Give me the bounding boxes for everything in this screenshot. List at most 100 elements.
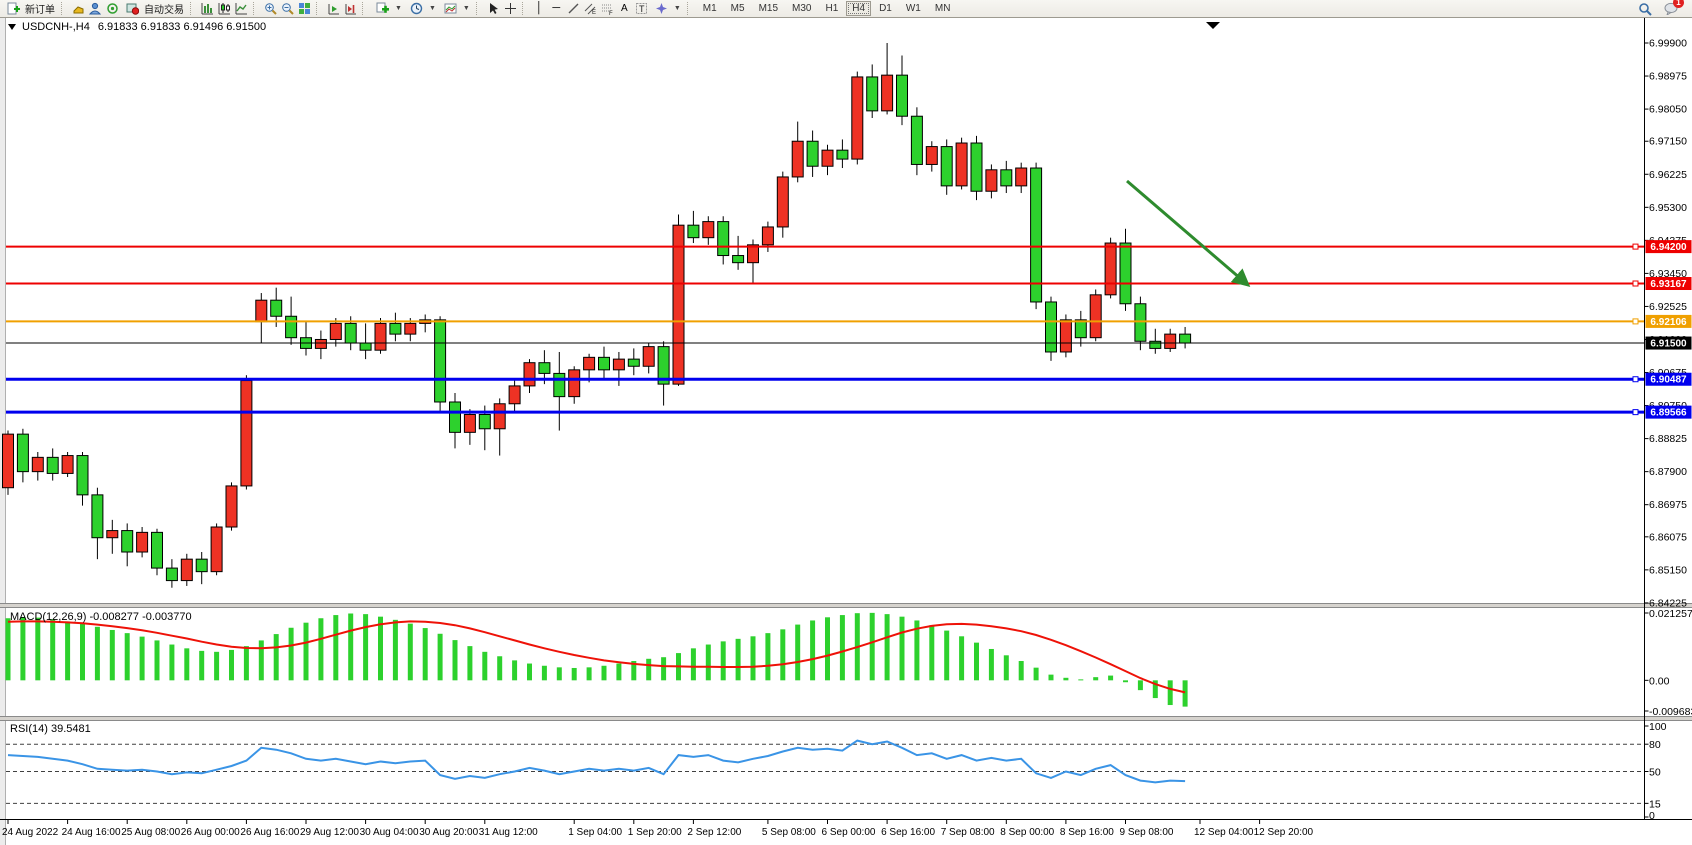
zoom-out-icon[interactable] bbox=[280, 1, 295, 16]
svg-text:5 Sep 08:00: 5 Sep 08:00 bbox=[762, 827, 816, 838]
periods-clock-icon bbox=[409, 1, 424, 16]
chart-symbol-title: USDCNH-,H4 bbox=[22, 21, 90, 33]
svg-text:6.90487: 6.90487 bbox=[1650, 375, 1687, 386]
timeframe-m5[interactable]: M5 bbox=[730, 3, 745, 14]
svg-text:30 Aug 04:00: 30 Aug 04:00 bbox=[360, 827, 419, 838]
tile-windows-icon[interactable] bbox=[297, 1, 312, 16]
navigator-icon[interactable] bbox=[105, 1, 120, 16]
periods-button[interactable]: ▼ bbox=[405, 1, 439, 17]
chart-canvas[interactable]: 6.99900 6.98975 6.98050 6.97150 6.96225 6.953… bbox=[0, 18, 1692, 845]
arrows-icon bbox=[654, 1, 669, 16]
search-icon[interactable] bbox=[1637, 1, 1652, 16]
svg-text:6 Sep 16:00: 6 Sep 16:00 bbox=[881, 827, 935, 838]
bar-chart-icon[interactable] bbox=[200, 1, 215, 16]
svg-text:29 Aug 12:00: 29 Aug 12:00 bbox=[300, 827, 359, 838]
crosshair-icon[interactable] bbox=[503, 1, 518, 16]
svg-text:6.85150: 6.85150 bbox=[1649, 564, 1687, 576]
timeframe-h1[interactable]: H1 bbox=[825, 3, 839, 14]
svg-text:26 Aug 00:00: 26 Aug 00:00 bbox=[181, 827, 240, 838]
step-forward-icon[interactable] bbox=[343, 1, 358, 16]
svg-text:1 Sep 20:00: 1 Sep 20:00 bbox=[628, 827, 682, 838]
svg-text:T: T bbox=[639, 4, 645, 14]
chart-window[interactable]: USDCNH-,H4 6.91833 6.91833 6.91496 6.915… bbox=[0, 18, 1692, 845]
separator bbox=[316, 2, 321, 15]
svg-text:25 Aug 08:00: 25 Aug 08:00 bbox=[121, 827, 180, 838]
svg-text:9 Sep 08:00: 9 Sep 08:00 bbox=[1120, 827, 1174, 838]
market-watch-icon[interactable] bbox=[88, 1, 103, 16]
svg-text:50: 50 bbox=[1649, 767, 1661, 779]
svg-text:6.96225: 6.96225 bbox=[1649, 169, 1687, 181]
horizontal-line[interactable] bbox=[6, 243, 1645, 250]
horizontal-line[interactable] bbox=[6, 409, 1645, 416]
autotrading-button[interactable]: 自动交易 bbox=[121, 1, 187, 17]
notifications-icon[interactable]: 1 bbox=[1663, 0, 1684, 16]
notification-count-badge: 1 bbox=[1673, 0, 1684, 8]
chart-shift-marker bbox=[1206, 22, 1220, 29]
separator bbox=[61, 2, 66, 15]
svg-text:0: 0 bbox=[1649, 810, 1655, 822]
separator bbox=[362, 2, 367, 15]
autotrading-icon bbox=[125, 1, 140, 16]
chart-ohlc-readout: 6.91833 6.91833 6.91496 6.91500 bbox=[97, 21, 267, 33]
zoom-in-icon[interactable] bbox=[263, 1, 278, 16]
arrows-button[interactable]: ▼ bbox=[650, 1, 684, 17]
timeframe-m30[interactable]: M30 bbox=[792, 3, 812, 14]
new-order-button[interactable]: 新订单 bbox=[2, 1, 58, 17]
chevron-down-icon: ▼ bbox=[395, 5, 402, 12]
price-label-badge: 6.90487 bbox=[1645, 372, 1692, 386]
new-order-icon bbox=[6, 1, 21, 16]
svg-text:6.95300: 6.95300 bbox=[1649, 202, 1687, 214]
timeframe-m1[interactable]: M1 bbox=[702, 3, 717, 14]
equidistant-channel-icon[interactable]: E bbox=[583, 1, 598, 16]
chart-titlebar: USDCNH-,H4 6.91833 6.91833 6.91496 6.915… bbox=[0, 18, 1692, 36]
text-icon[interactable]: A bbox=[620, 2, 628, 14]
horizontal-line[interactable] bbox=[6, 318, 1645, 325]
strategy-tester-icon[interactable] bbox=[326, 1, 341, 16]
separator bbox=[190, 2, 195, 15]
templates-button[interactable]: ▼ bbox=[439, 1, 473, 17]
time-axis: 24 Aug 2022 24 Aug 16:00 25 Aug 08:00 26 Au… bbox=[2, 820, 1314, 838]
svg-text:6.91500: 6.91500 bbox=[1650, 339, 1687, 350]
horizontal-line[interactable] bbox=[6, 280, 1645, 287]
new-chart-button[interactable]: ▼ bbox=[371, 1, 405, 17]
one-click-trading-toggle[interactable] bbox=[8, 24, 16, 30]
trendline-icon[interactable] bbox=[566, 1, 581, 16]
chevron-down-icon: ▼ bbox=[428, 5, 436, 12]
line-chart-icon[interactable] bbox=[234, 1, 249, 16]
candlestick-chart-icon[interactable] bbox=[217, 1, 232, 16]
svg-text:6.89566: 6.89566 bbox=[1650, 408, 1687, 419]
cursor-icon[interactable] bbox=[486, 1, 501, 16]
timeframe-w1[interactable]: W1 bbox=[905, 3, 921, 14]
timeframe-h4[interactable]: H4 bbox=[846, 1, 872, 16]
svg-text:6.87900: 6.87900 bbox=[1649, 466, 1687, 478]
vertical-line-icon[interactable]: │ bbox=[535, 2, 543, 14]
horizontal-line[interactable] bbox=[6, 376, 1645, 383]
separator bbox=[475, 2, 481, 15]
svg-text:6.93450: 6.93450 bbox=[1649, 268, 1687, 280]
text-label-icon[interactable]: T bbox=[634, 1, 649, 16]
svg-text:100: 100 bbox=[1649, 721, 1667, 733]
charts-icon[interactable] bbox=[71, 1, 86, 16]
svg-text:26 Aug 16:00: 26 Aug 16:00 bbox=[240, 827, 299, 838]
svg-text:6.98050: 6.98050 bbox=[1649, 104, 1687, 116]
svg-text:80: 80 bbox=[1649, 739, 1661, 751]
horizontal-line-icon[interactable]: ─ bbox=[552, 2, 561, 14]
svg-text:6.93167: 6.93167 bbox=[1650, 279, 1687, 290]
timeframe-mn[interactable]: MN bbox=[934, 3, 951, 14]
timeframe-d1[interactable]: D1 bbox=[879, 3, 892, 14]
price-label-badge: 6.94200 bbox=[1645, 240, 1692, 254]
svg-text:24 Aug 2022: 24 Aug 2022 bbox=[2, 827, 59, 838]
svg-text:6.94200: 6.94200 bbox=[1650, 242, 1687, 253]
svg-text:24 Aug 16:00: 24 Aug 16:00 bbox=[62, 827, 121, 838]
rsi-pane: RSI(14) 39.5481 100 80 50 150 bbox=[6, 721, 1667, 822]
svg-text:F: F bbox=[609, 11, 613, 15]
svg-text:12 Sep 20:00: 12 Sep 20:00 bbox=[1254, 827, 1314, 838]
separator bbox=[253, 2, 258, 15]
trend-arrow[interactable] bbox=[1126, 179, 1251, 287]
svg-text:6.98975: 6.98975 bbox=[1649, 71, 1687, 83]
fibonacci-icon[interactable]: F bbox=[600, 1, 615, 16]
svg-text:0.021257: 0.021257 bbox=[1649, 608, 1692, 620]
timeframe-m15[interactable]: M15 bbox=[758, 3, 779, 14]
svg-text:6.84225: 6.84225 bbox=[1649, 597, 1687, 609]
svg-text:6.92106: 6.92106 bbox=[1650, 317, 1687, 328]
